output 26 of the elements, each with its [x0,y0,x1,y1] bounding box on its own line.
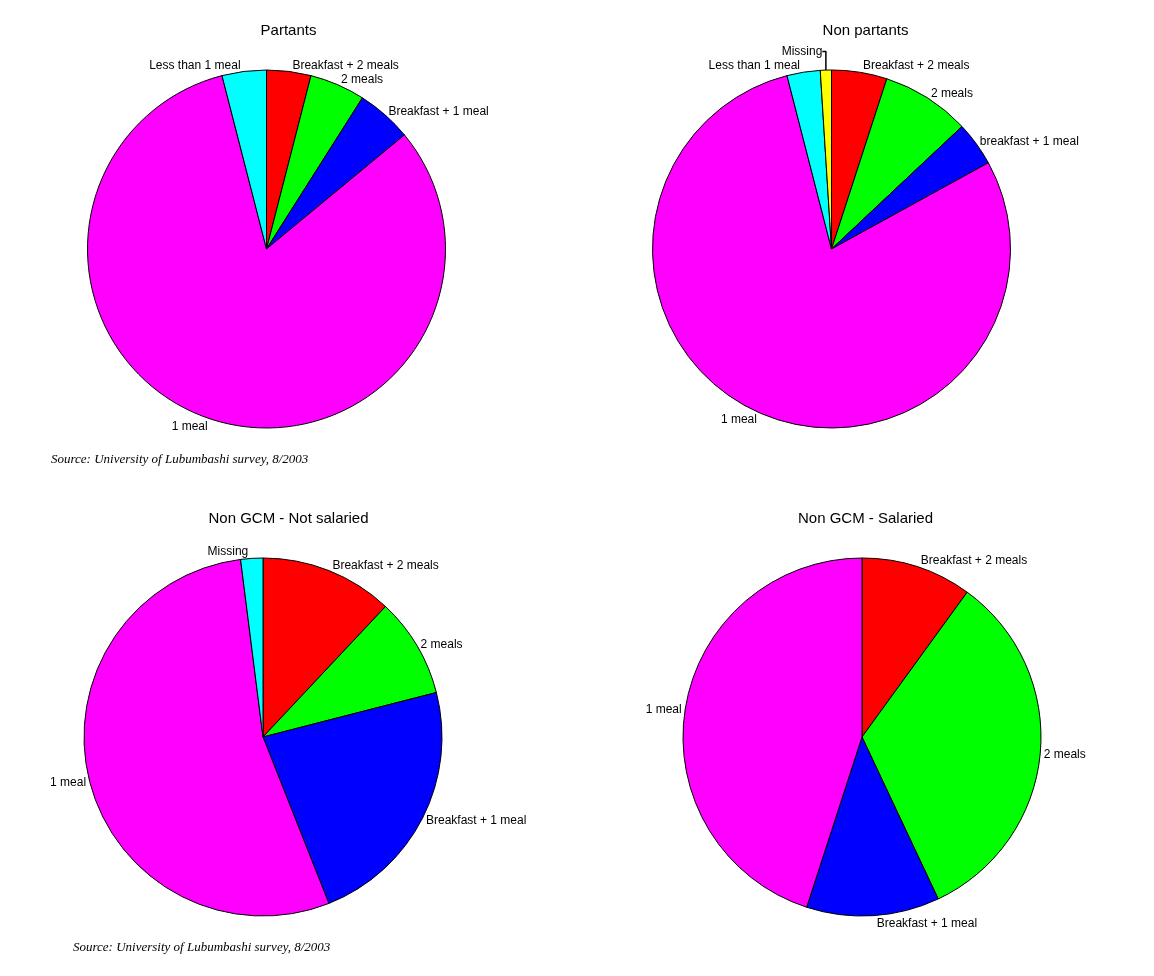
slice-label: Breakfast + 2 meals [920,553,1028,568]
slice-label: 1 meal [645,701,682,716]
slice-label: Breakfast + 2 meals [332,557,439,572]
slice-label: 1 meal [50,774,87,789]
chart-title: Partants [260,20,317,38]
slice-label: 2 meals [1043,746,1086,761]
slice-label: Missing [207,544,249,559]
chart-title: Non partants [822,20,909,38]
slice-label: Less than 1 meal [149,57,241,72]
source-note: Source: University of Lubumbashi survey, 8/2003 [51,451,309,466]
source-note: Source: University of Lubumbashi survey, 8/2003 [73,939,331,954]
slice-label: Breakfast + 1 meal [388,103,489,118]
slice-label: breakfast + 1 meal [979,134,1079,149]
slice-label: Breakfast + 2 meals [863,58,970,73]
slice-label: 1 meal [171,418,208,433]
slice-label: Missing [781,44,823,59]
slice-label: Breakfast + 1 meal [876,915,978,930]
slice-label: 2 meals [420,637,463,652]
slice-label: Breakfast + 1 meal [425,812,527,827]
slice-label: Breakfast + 2 meals [292,57,399,72]
slice-label: Less than 1 meal [708,58,800,73]
chart-title: Non GCM - Salaried [797,508,934,526]
slice-label: 1 meal [720,412,757,427]
slice-label: 2 meals [341,71,384,86]
chart-title: Non GCM - Not salaried [208,508,369,526]
slice-label: 2 meals [930,85,973,100]
